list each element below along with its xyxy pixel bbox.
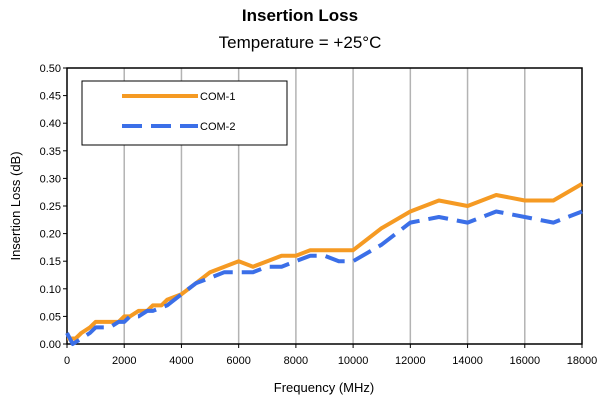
y-tick-label: 0.05 [40,311,61,323]
legend-label-com-1: COM-1 [200,91,235,103]
legend-label-com-2: COM-2 [200,121,235,133]
y-tick-label: 0.10 [40,284,61,296]
chart-subtitle: Temperature = +25°C [219,33,382,52]
y-tick-label: 0.50 [40,63,61,75]
y-tick-label: 0.15 [40,256,61,268]
y-tick-label: 0.40 [40,118,61,130]
legend-box [81,80,288,146]
chart-title: Insertion Loss [242,6,358,25]
x-tick-label: 16000 [509,355,540,367]
x-tick-label: 4000 [169,355,193,367]
y-tick-label: 0.00 [40,339,61,351]
x-tick-label: 18000 [567,355,598,367]
series-line-com-1 [67,182,584,341]
y-tick-label: 0.20 [40,229,61,241]
x-tick-label: 14000 [452,355,483,367]
x-tick-label: 8000 [284,355,308,367]
x-tick-label: 6000 [226,355,250,367]
x-tick-label: 0 [64,355,70,367]
y-tick-label: 0.25 [40,201,61,213]
y-tick-label: 0.35 [40,146,61,158]
x-axis-label: Frequency (MHz) [274,380,374,395]
legend: COM-1 COM-2 [81,80,288,146]
y-tick-label: 0.45 [40,91,61,103]
y-tick-label: 0.30 [40,173,61,185]
x-tick-label: 2000 [112,355,136,367]
series-lines [65,182,584,346]
y-axis-label: Insertion Loss (dB) [8,151,23,260]
x-tick-label: 12000 [395,355,426,367]
axis-ticks: 0 2000 4000 6000 8000 10000 12000 14000 16000 180… [40,63,598,367]
series-line-com-2 [65,209,583,346]
x-tick-label: 10000 [338,355,369,367]
